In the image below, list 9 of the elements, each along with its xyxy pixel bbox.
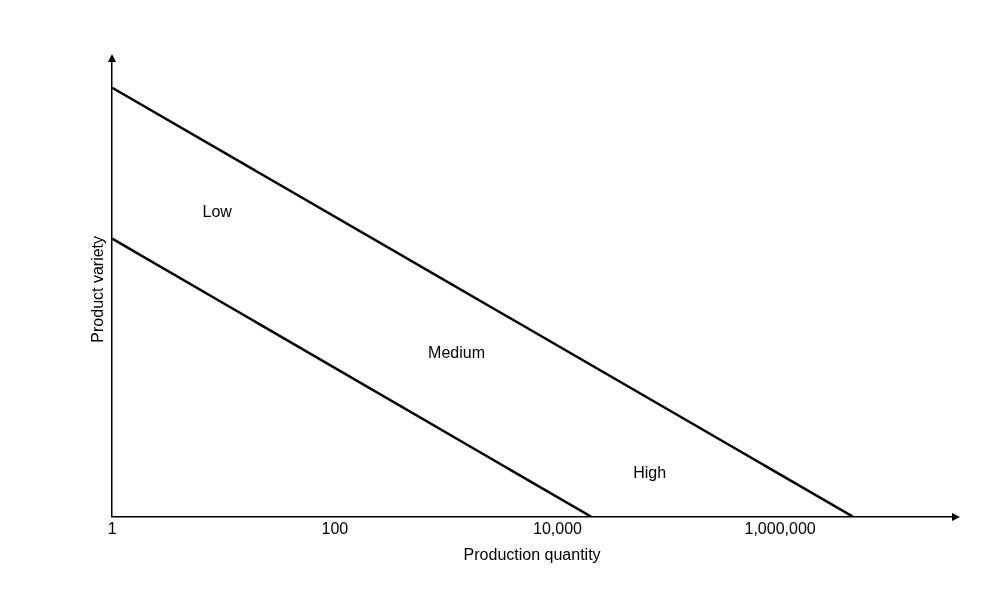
x-axis-title: Production quantity: [463, 545, 601, 563]
x-tick-label: 100: [321, 519, 349, 537]
x-tick-label: 1,000,000: [744, 519, 816, 537]
x-tick-label: 1: [107, 519, 117, 537]
y-axis-title: Product variety: [89, 235, 107, 343]
annotation: Medium: [428, 343, 485, 362]
x-tick-label: 10,000: [533, 519, 583, 537]
annotation: High: [633, 464, 667, 483]
annotation: Low: [202, 203, 232, 222]
